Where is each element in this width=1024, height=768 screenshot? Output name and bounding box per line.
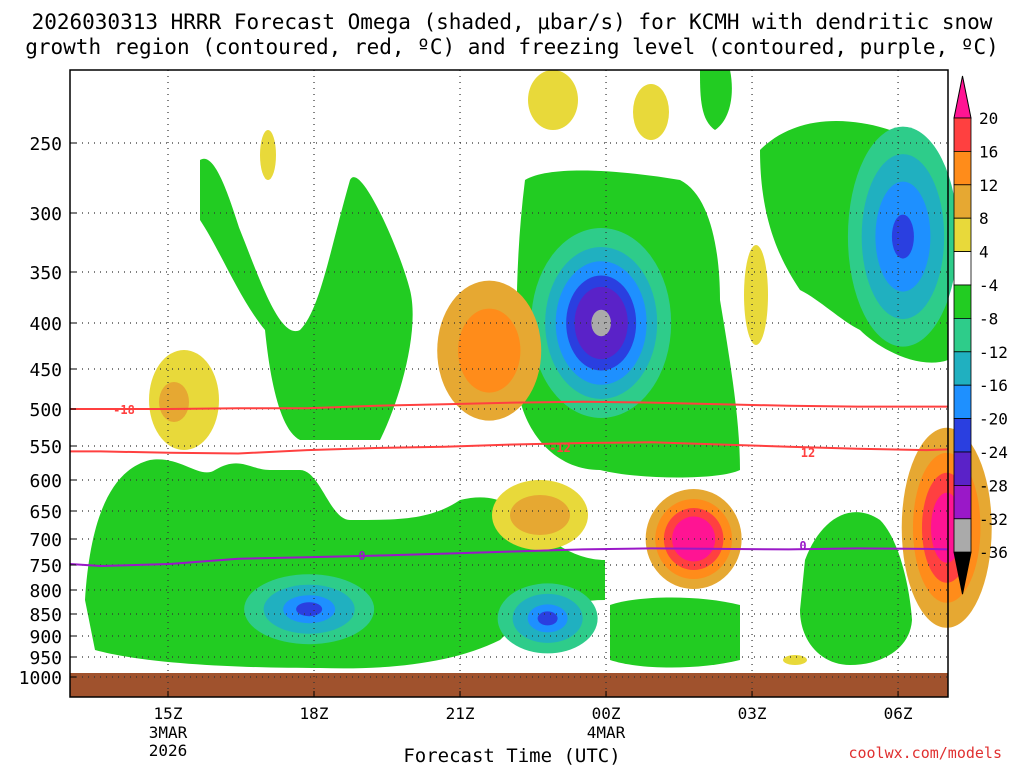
omega-small-yellow-1 bbox=[528, 70, 578, 130]
y-tick-label: 550 bbox=[29, 437, 62, 458]
colorbar-label: -24 bbox=[979, 443, 1008, 462]
contour-label: 12 bbox=[801, 446, 815, 460]
y-tick-label: 400 bbox=[29, 314, 62, 335]
omega-upper-green-west bbox=[200, 158, 413, 441]
y-tick-label: 600 bbox=[29, 471, 62, 492]
x-tick-sublabel: 4MAR bbox=[587, 723, 626, 742]
colorbar-label: 20 bbox=[979, 109, 998, 128]
omega-small-orange-5 bbox=[510, 495, 570, 535]
x-tick-label: 15Z bbox=[154, 704, 183, 723]
contour-label: 0 bbox=[799, 539, 806, 553]
omega-small-yellow-3 bbox=[260, 130, 276, 180]
colorbar-label: 16 bbox=[979, 142, 998, 161]
chart-title-line2: growth region (contoured, red, ºC) and f… bbox=[25, 35, 999, 59]
x-tick-label: 21Z bbox=[446, 704, 475, 723]
y-tick-label: 950 bbox=[29, 648, 62, 669]
colorbar-swatch bbox=[953, 284, 972, 319]
colorbar-swatch bbox=[953, 150, 972, 186]
omega-upper-ascent-0z-level-5 bbox=[591, 309, 611, 337]
colorbar-label: -8 bbox=[979, 309, 998, 328]
colorbar-top-triangle bbox=[953, 75, 972, 119]
contour-dgz-bottom bbox=[70, 441, 949, 455]
y-tick-label: 250 bbox=[29, 134, 62, 155]
omega-small-yellow-2 bbox=[633, 84, 669, 140]
colorbar-swatch bbox=[953, 251, 972, 286]
y-tick-label: 350 bbox=[29, 263, 62, 284]
colorbar-swatch bbox=[953, 518, 972, 553]
colorbar-label: -28 bbox=[979, 476, 1008, 495]
colorbar-swatch bbox=[953, 484, 972, 520]
x-tick-sublabel: 3MAR bbox=[149, 723, 188, 742]
colorbar-bottom-triangle bbox=[953, 551, 972, 595]
x-tick-label: 03Z bbox=[738, 704, 767, 723]
omega-descent-01z-level-3 bbox=[672, 516, 716, 562]
chart-title-line1: 2026030313 HRRR Forecast Omega (shaded, … bbox=[31, 10, 993, 34]
y-tick-label: 450 bbox=[29, 360, 62, 381]
omega-small-yellow-7 bbox=[783, 655, 807, 665]
colorbar-swatch bbox=[953, 384, 972, 420]
colorbar-label: -12 bbox=[979, 343, 1008, 362]
omega-small-yellow-6 bbox=[744, 245, 768, 345]
credit-text: coolwx.com/models bbox=[848, 744, 1002, 762]
colorbar-swatch bbox=[953, 217, 972, 252]
colorbar-label: 4 bbox=[979, 243, 989, 262]
colorbar-swatch bbox=[953, 351, 972, 386]
colorbar-label: -16 bbox=[979, 376, 1008, 395]
colorbar-swatch bbox=[953, 184, 972, 219]
omega-small-orange-4 bbox=[159, 382, 189, 422]
y-tick-label: 800 bbox=[29, 581, 62, 602]
omega-low-level-ascent-23z-level-3 bbox=[537, 611, 558, 626]
colorbar-swatch bbox=[953, 451, 972, 486]
y-tick-label: 700 bbox=[29, 530, 62, 551]
omega-top-green bbox=[700, 70, 732, 130]
x-axis-label: Forecast Time (UTC) bbox=[403, 745, 621, 767]
y-tick-label: 500 bbox=[29, 400, 62, 421]
y-tick-label: 300 bbox=[29, 204, 62, 225]
colorbar-label: -32 bbox=[979, 510, 1008, 529]
contour-label: 0 bbox=[358, 549, 365, 563]
y-tick-label: 750 bbox=[29, 556, 62, 577]
colorbar-swatch bbox=[953, 117, 972, 152]
y-tick-label: 650 bbox=[29, 502, 62, 523]
plot-frame bbox=[69, 69, 949, 698]
x-tick-year: 2026 bbox=[149, 741, 188, 760]
contour-label: -18 bbox=[113, 403, 135, 417]
y-tick-label: 850 bbox=[29, 605, 62, 626]
contour-label: -12 bbox=[549, 441, 571, 455]
y-tick-label: 900 bbox=[29, 627, 62, 648]
omega-low-level-green-east bbox=[800, 512, 912, 665]
contour-dgz-top bbox=[70, 400, 948, 410]
contour-freezing-level bbox=[69, 547, 949, 568]
colorbar-swatch bbox=[953, 317, 972, 353]
colorbar-label: -20 bbox=[979, 410, 1008, 429]
x-tick-label: 18Z bbox=[300, 704, 329, 723]
colorbar-label: -4 bbox=[979, 276, 998, 295]
x-tick-label: 06Z bbox=[884, 704, 913, 723]
colorbar-swatch bbox=[953, 418, 972, 453]
omega-low-level-green-center bbox=[610, 597, 740, 668]
x-tick-label: 00Z bbox=[592, 704, 621, 723]
omega-low-level-ascent-17z-level-3 bbox=[296, 602, 323, 617]
colorbar-label: 12 bbox=[979, 176, 998, 195]
colorbar-label: -36 bbox=[979, 543, 1008, 562]
colorbar-label: 8 bbox=[979, 209, 989, 228]
omega-descent-21z-level-1 bbox=[458, 308, 521, 393]
omega-upper-ascent-06z-level-3 bbox=[891, 214, 914, 259]
y-tick-label: 1000 bbox=[19, 668, 62, 689]
